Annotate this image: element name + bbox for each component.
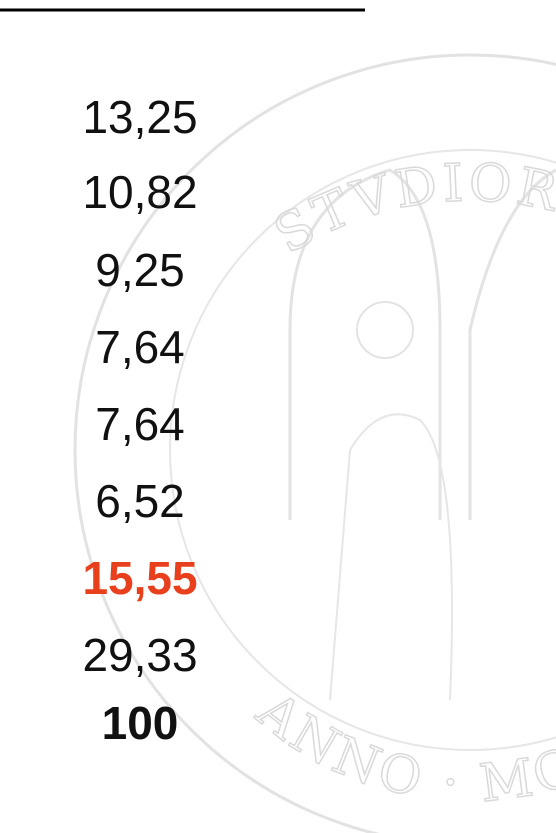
seal-ring (169, 149, 556, 751)
value: 6,52 (95, 475, 185, 527)
watermark-text: STVDIORVM (265, 153, 556, 266)
value: 13,25 (82, 91, 198, 143)
value: 29,33 (82, 629, 198, 681)
value: 9,25 (95, 244, 185, 296)
watermark-top: STVDIORVM (264, 152, 556, 266)
seal-head (356, 301, 414, 359)
seal-arch (288, 168, 442, 520)
highlight-value: 15,55 (82, 552, 198, 604)
seal-ring (73, 53, 556, 833)
seal-arch (468, 168, 556, 520)
value: 7,64 (95, 321, 185, 373)
value: 7,64 (95, 398, 185, 450)
seal-figure (329, 413, 453, 701)
total-value: 100 (101, 697, 179, 749)
value: 10,82 (82, 166, 198, 218)
